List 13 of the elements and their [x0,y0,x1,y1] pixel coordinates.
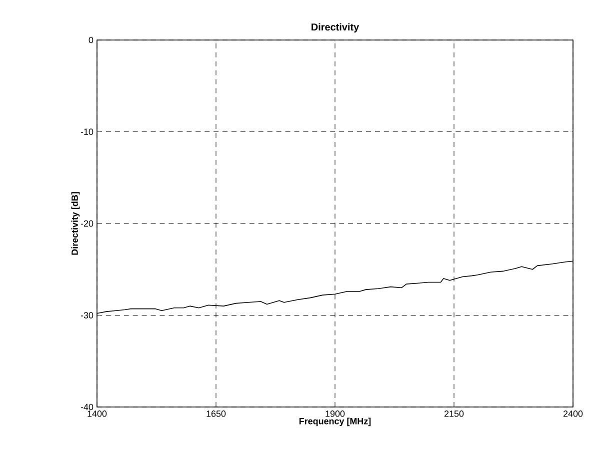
x-tick-label: 1650 [206,410,226,417]
y-tick-label: -30 [80,312,94,318]
x-tick-label: 1400 [88,410,107,417]
x-tick-label: 2150 [444,410,464,417]
y-tick-label: 0 [88,36,94,44]
y-tick-label: -40 [80,404,94,410]
x-tick-label: 2400 [563,410,583,417]
x-axis-title: Frequency [MHz] [299,418,371,426]
y-axis-title: Directivity [dB] [71,192,80,255]
y-tick-label: -20 [80,220,94,227]
chart-title: Directivity [312,23,360,32]
y-tick-label: -10 [80,128,94,135]
x-tick-label: 1900 [326,410,345,417]
